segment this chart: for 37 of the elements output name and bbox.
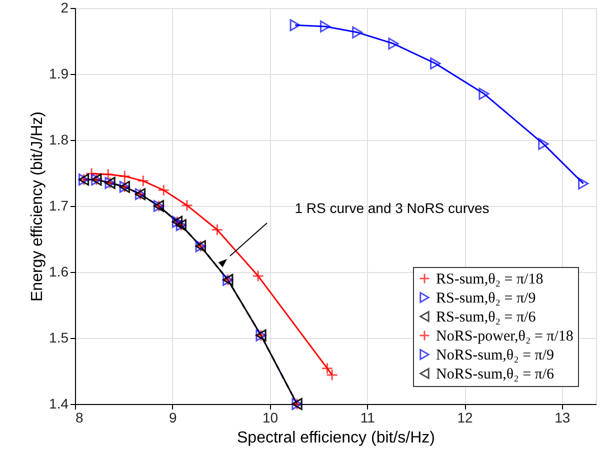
point <box>290 19 300 32</box>
legend-label: NoRS-sum,θ₂ = π/6 <box>436 366 555 382</box>
point <box>538 138 549 150</box>
point <box>352 26 363 38</box>
x-tick-label: 12 <box>457 410 474 426</box>
point <box>102 168 114 180</box>
y-axis-title: Energy efficiency (bit/J/Hz) <box>29 112 46 302</box>
point <box>180 199 193 212</box>
legend-label: NoRS-power,θ₂ = π/18 <box>436 328 574 344</box>
legend-label: NoRS-sum,θ₂ = π/9 <box>436 348 554 364</box>
legend-label: RS-sum,θ₂ = π/6 <box>436 310 536 326</box>
legend-label: RS-sum,θ₂ = π/9 <box>436 290 536 306</box>
x-tick-label: 9 <box>168 410 177 426</box>
annotation: 1 RS curve and 3 NoRS curves <box>294 200 490 216</box>
point <box>158 184 170 196</box>
x-tick-label: 10 <box>262 410 278 426</box>
legend-label: RS-sum,θ₂ = π/18 <box>436 272 544 288</box>
x-tick-label: 8 <box>76 410 84 426</box>
y-tick-label: 1.8 <box>49 132 69 148</box>
point <box>388 38 399 50</box>
point <box>252 270 264 282</box>
point <box>211 224 224 236</box>
point <box>118 170 131 182</box>
x-tick-label: 11 <box>360 410 376 426</box>
x-tick-label: 13 <box>554 410 570 426</box>
y-tick-label: 2 <box>60 0 69 16</box>
x-axis-title: Spectral efficiency (bit/s/Hz) <box>237 430 435 446</box>
y-tick-label: 1.6 <box>49 264 69 280</box>
y-tick-label: 1.7 <box>49 198 69 214</box>
point <box>430 57 441 70</box>
point <box>137 174 150 187</box>
y-tick-label: 1.4 <box>49 396 69 412</box>
point <box>320 20 331 32</box>
y-tick-label: 1.5 <box>49 330 69 346</box>
point <box>578 178 589 190</box>
y-tick-label: 1.9 <box>49 66 69 82</box>
point <box>478 88 490 100</box>
